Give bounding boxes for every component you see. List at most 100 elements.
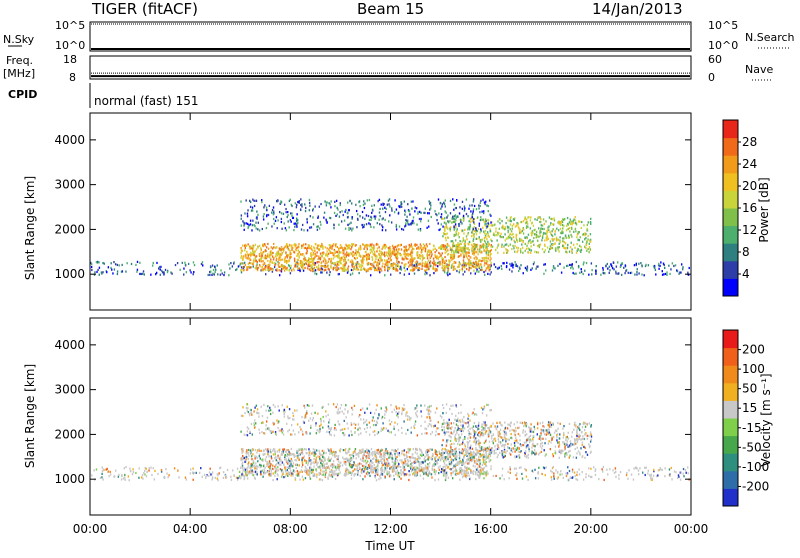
scatter-cell	[615, 272, 616, 274]
scatter-cell	[337, 269, 338, 271]
scatter-cell	[321, 474, 322, 476]
scatter-cell	[481, 219, 482, 221]
scatter-cell	[579, 473, 580, 475]
scatter-cell	[456, 207, 457, 209]
scatter-cell	[462, 463, 463, 465]
scatter-cell	[362, 226, 363, 228]
scatter-cell	[562, 224, 563, 226]
scatter-cell	[489, 199, 490, 201]
scatter-cell	[316, 251, 317, 253]
scatter-cell	[420, 218, 421, 220]
scatter-cell	[293, 268, 294, 270]
scatter-cell	[671, 478, 672, 480]
scatter-cell	[477, 253, 478, 255]
scatter-cell	[499, 235, 500, 237]
scatter-cell	[380, 477, 381, 479]
scatter-cell	[371, 264, 372, 266]
scatter-cell	[328, 253, 329, 255]
scatter-cell	[283, 213, 284, 215]
scatter-cell	[254, 455, 255, 457]
scatter-cell	[141, 476, 142, 478]
scatter-cell	[522, 241, 523, 243]
scatter-cell	[362, 478, 363, 480]
scatter-cell	[567, 244, 568, 246]
scatter-cell	[343, 449, 344, 451]
scatter-cell	[447, 254, 448, 256]
scatter-cell	[445, 205, 446, 207]
scatter-cell	[462, 250, 463, 252]
scatter-cell	[101, 476, 102, 478]
scatter-cell	[333, 257, 334, 259]
scatter-cell	[313, 458, 314, 460]
scatter-cell	[268, 455, 269, 457]
scatter-cell	[456, 244, 457, 246]
scatter-cell	[382, 229, 383, 231]
scatter-cell	[358, 272, 359, 274]
scatter-cell	[316, 449, 317, 451]
scatter-cell	[292, 475, 293, 477]
scatter-cell	[251, 266, 252, 268]
scatter-cell	[156, 272, 157, 274]
scatter-cell	[505, 239, 506, 241]
scatter-cell	[663, 273, 664, 275]
scatter-cell	[508, 226, 509, 228]
scatter-cell	[561, 220, 562, 222]
scatter-cell	[334, 250, 335, 252]
scatter-cell	[359, 200, 360, 202]
scatter-cell	[297, 265, 298, 267]
scatter-cell	[409, 213, 410, 215]
scatter-cell	[396, 248, 397, 250]
scatter-cell	[434, 210, 435, 212]
scatter-cell	[381, 248, 382, 250]
scatter-cell	[368, 258, 369, 260]
scatter-cell	[352, 470, 353, 472]
scatter-cell	[336, 266, 337, 268]
scatter-cell	[626, 474, 627, 476]
scatter-cell	[541, 239, 542, 241]
scatter-cell	[471, 231, 472, 233]
scatter-cell	[162, 271, 163, 273]
scatter-cell	[641, 273, 642, 275]
scatter-cell	[403, 229, 404, 231]
scatter-cell	[525, 469, 526, 471]
scatter-cell	[555, 469, 556, 471]
scatter-cell	[317, 217, 318, 219]
scatter-cell	[341, 220, 342, 222]
scatter-cell	[364, 207, 365, 209]
scatter-cell	[554, 219, 555, 221]
scatter-cell	[384, 475, 385, 477]
scatter-cell	[513, 223, 514, 225]
scatter-cell	[392, 250, 393, 252]
scatter-cell	[294, 260, 295, 262]
scatter-cell	[598, 478, 599, 480]
scatter-cell	[285, 475, 286, 477]
scatter-cell	[364, 475, 365, 477]
scatter-cell	[358, 455, 359, 457]
scatter-cell	[316, 457, 317, 459]
scatter-cell	[332, 470, 333, 472]
scatter-cell	[427, 212, 428, 214]
scatter-cell	[309, 476, 310, 478]
scatter-cell	[427, 463, 428, 465]
scatter-cell	[374, 215, 375, 217]
scatter-cell	[266, 215, 267, 217]
scatter-cell	[538, 244, 539, 246]
scatter-cell	[473, 262, 474, 264]
scatter-cell	[308, 264, 309, 266]
scatter-cell	[390, 248, 391, 250]
scatter-cell	[290, 212, 291, 214]
scatter-cell	[309, 202, 310, 204]
scatter-cell	[466, 251, 467, 253]
scatter-cell	[450, 472, 451, 474]
scatter-cell	[311, 245, 312, 247]
scatter-cell	[527, 216, 528, 218]
scatter-cell	[476, 263, 477, 265]
scatter-cell	[241, 249, 242, 251]
scatter-cell	[324, 470, 325, 472]
scatter-cell	[101, 271, 102, 273]
scatter-cell	[410, 223, 411, 225]
scatter-cell	[103, 468, 104, 470]
scatter-cell	[160, 274, 161, 276]
scatter-cell	[574, 475, 575, 477]
scatter-cell	[299, 202, 300, 204]
